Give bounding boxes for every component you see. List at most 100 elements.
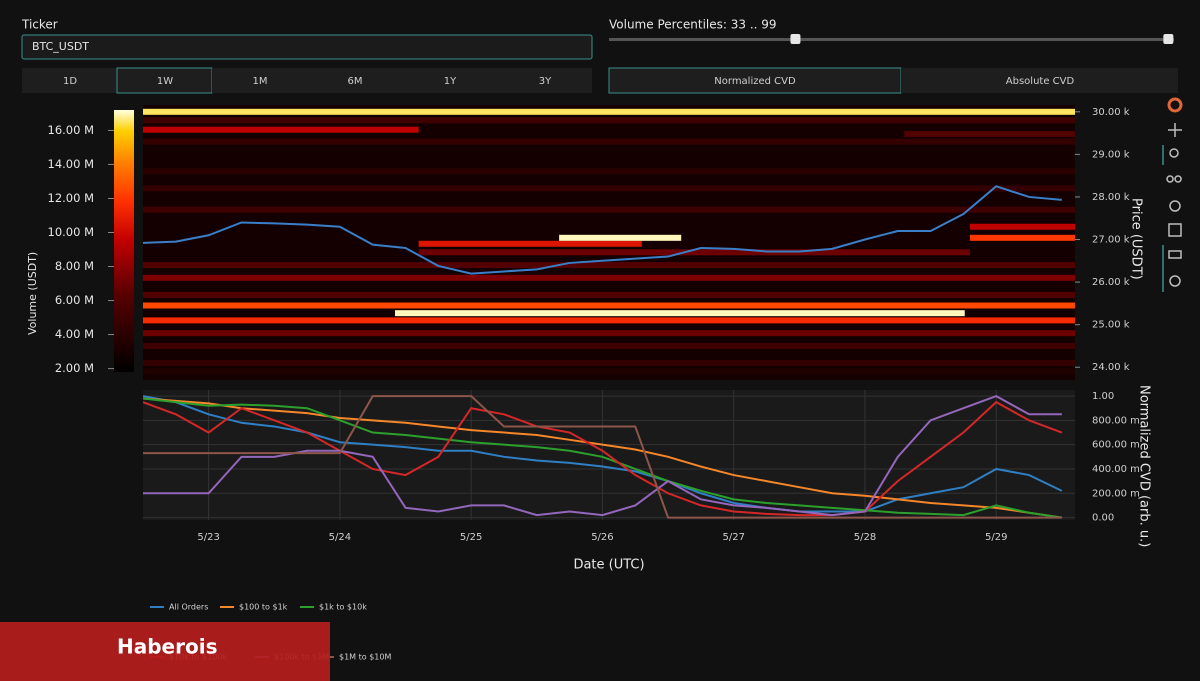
y-tick-label: 400.00 m — [1092, 464, 1140, 475]
colorbar-tick-label: 16.00 M — [48, 123, 95, 137]
heatmap-band — [143, 206, 1075, 213]
cvd-mode-label[interactable]: Absolute CVD — [1006, 76, 1075, 87]
range-button[interactable] — [497, 68, 592, 93]
ticker-input[interactable] — [21, 34, 593, 60]
cvd-line — [143, 400, 1063, 517]
heatmap-band — [143, 262, 1075, 269]
range-button[interactable] — [402, 68, 497, 93]
percentile-label: Volume Percentiles: 33 .. 99 — [609, 18, 777, 32]
ticker-label: Ticker — [21, 18, 58, 32]
hover-icon[interactable] — [1168, 250, 1182, 259]
legend-label[interactable]: $1k to $10k — [319, 603, 367, 612]
heatmap-band — [395, 310, 965, 317]
range-button-label[interactable]: 6M — [348, 76, 363, 87]
legend-label[interactable]: All Orders — [169, 603, 208, 612]
range-button-label[interactable]: 1Y — [444, 76, 457, 87]
y-tick-label: 0.00 — [1092, 513, 1114, 524]
heatmap-band — [143, 108, 1075, 115]
x-tick-label: 5/27 — [722, 532, 744, 543]
y-tick-label: 1.00 — [1092, 391, 1114, 402]
logo-icon[interactable] — [1167, 97, 1183, 113]
price-tick-label: 27.00 k — [1092, 235, 1130, 246]
heatmap-band — [143, 317, 1075, 324]
range-button[interactable] — [212, 68, 307, 93]
reset-icon[interactable] — [1169, 200, 1181, 212]
cvd-line — [143, 395, 1062, 519]
heatmap-band — [418, 240, 642, 247]
y-tick-label: 800.00 m — [1092, 415, 1140, 426]
price-tick-label: 30.00 k — [1092, 107, 1130, 118]
toolbar — [1162, 97, 1183, 292]
heatmap-band — [143, 117, 1075, 124]
price-axis-title: Price (USDT) — [1129, 198, 1144, 280]
x-tick-label: 5/24 — [329, 532, 351, 543]
price-tick-label: 29.00 k — [1092, 149, 1130, 160]
x-tick-label: 5/26 — [591, 532, 613, 543]
heatmap-band — [143, 168, 1075, 175]
heatmap-band — [143, 185, 1075, 192]
heatmap-band — [143, 126, 419, 133]
pan-icon[interactable] — [1168, 123, 1182, 137]
heatmap-band — [969, 234, 1075, 241]
heatmap-band — [143, 330, 1075, 337]
banner — [0, 622, 330, 681]
heatmap-band — [969, 223, 1075, 230]
colorbar-tick-label: 2.00 M — [55, 361, 94, 375]
heatmap-band — [559, 234, 682, 241]
heatmap-band — [143, 359, 1075, 366]
legend-label[interactable]: $100 to $1k — [239, 603, 288, 612]
range-button-label[interactable]: 1M — [253, 76, 268, 87]
price-tick-label: 24.00 k — [1092, 362, 1130, 373]
range-button[interactable] — [22, 68, 117, 93]
heatmap — [143, 108, 1075, 375]
cvd-mode-label[interactable]: Normalized CVD — [714, 76, 796, 87]
heatmap-band — [143, 138, 1075, 145]
range-button-label[interactable]: 1D — [63, 76, 77, 87]
heatmap-band — [143, 342, 1075, 349]
cvd-mode-button[interactable] — [608, 67, 902, 94]
heatmap-band — [143, 368, 1075, 375]
heatmap-band — [904, 130, 1075, 137]
heatmap-band — [418, 249, 970, 256]
save-icon[interactable] — [1168, 223, 1182, 237]
colorbar-tick-label: 12.00 M — [48, 191, 95, 205]
zoom-icon[interactable] — [1169, 148, 1179, 158]
heatmap-band — [143, 274, 1075, 281]
range-button-label[interactable]: 1W — [157, 76, 173, 87]
colorbar-tick-label: 4.00 M — [55, 327, 94, 341]
slider-handle[interactable] — [790, 34, 801, 44]
x-tick-label: 5/25 — [460, 532, 482, 543]
cvd-line — [143, 397, 1063, 519]
range-button[interactable] — [307, 68, 402, 93]
price-tick-label: 26.00 k — [1092, 277, 1130, 288]
heatmap-band — [143, 302, 1075, 309]
colorbar-tick-label: 14.00 M — [48, 157, 95, 171]
price-tick-label: 25.00 k — [1092, 320, 1130, 331]
price-line — [143, 185, 1062, 275]
x-tick-label: 5/29 — [985, 532, 1007, 543]
colorbar — [114, 110, 134, 372]
colorbar-tick-label: 8.00 M — [55, 259, 94, 273]
cvd-line — [143, 395, 1063, 513]
cvd-mode-button[interactable] — [901, 68, 1178, 93]
crosshair-icon[interactable] — [1169, 275, 1181, 287]
slider-handle[interactable] — [1163, 34, 1174, 44]
slider-track — [609, 38, 1174, 41]
colorbar-tick-label: 6.00 M — [55, 293, 94, 307]
price-tick-label: 28.00 k — [1092, 192, 1130, 203]
legend-label[interactable]: $1M to $10M — [339, 653, 391, 662]
banner-text: Haberois — [117, 635, 217, 659]
cvd-line — [143, 397, 1063, 519]
ticker-value[interactable]: BTC_USDT — [32, 40, 89, 53]
colorbar-title: Volume (USDT) — [26, 252, 39, 335]
select-icon[interactable] — [1166, 175, 1182, 183]
colorbar-tick-label: 10.00 M — [48, 225, 95, 239]
range-button[interactable] — [116, 67, 213, 94]
range-button-label[interactable]: 3Y — [539, 76, 552, 87]
x-tick-label: 5/23 — [197, 532, 219, 543]
x-tick-label: 5/28 — [854, 532, 876, 543]
heatmap-band — [143, 291, 1075, 298]
cvd-lines — [143, 394, 1063, 519]
y-tick-label: 200.00 m — [1092, 488, 1140, 499]
